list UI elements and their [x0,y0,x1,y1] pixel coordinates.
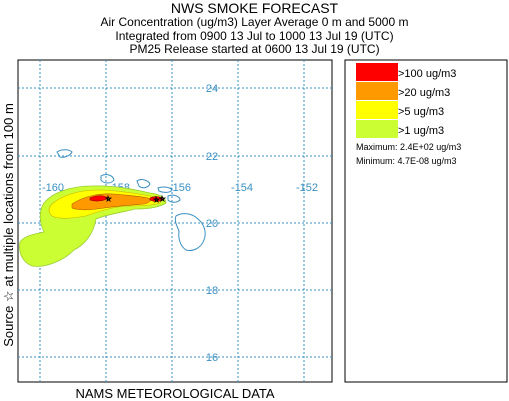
source-info-text: Source ☆ at multiple locations from 100 … [1,103,16,347]
minimum-value: Minimum: 4.7E-08 ug/m3 [356,156,457,166]
lon-label-160: -160 [42,182,64,194]
map-title: NWS SMOKE FORECAST [170,0,339,16]
lon-label-152: -152 [296,182,318,194]
island-oahu-outline [136,179,151,189]
legend-label-5: >5 ug/m3 [398,106,444,118]
legend-label-1: >1 ug/m3 [398,125,444,137]
island-molokai-outline [157,186,173,193]
coastlines [56,149,206,251]
smoke-plume [19,185,167,267]
island-niihau-outline [56,149,73,158]
lat-label-18: 18 [206,285,218,297]
source-star-icon [104,194,113,203]
source-star-icon [158,194,167,203]
lat-label-20: 20 [206,218,218,230]
source-info-label: Source ☆ at multiple locations from 100 … [0,60,18,390]
island-maui-outline [167,194,181,203]
meteorological-data-label: NAMS METEOROLOGICAL DATA [75,386,275,401]
release-start: PM25 Release started at 0600 13 Jul 19 (… [129,42,380,56]
legend-label-20: >20 ug/m3 [398,87,450,99]
island-kauai-outline [100,174,115,184]
source-markers [104,194,167,204]
source-star-icon [152,195,161,204]
lat-label-24: 24 [206,83,218,95]
maximum-value: Maximum: 2.4E+02 ug/m3 [356,142,461,152]
legend-swatch-100 [356,63,398,81]
legend-swatch-5 [356,101,398,119]
lat-label-22: 22 [206,151,218,163]
lat-label-16: 16 [206,352,218,364]
lon-label-156: -156 [169,182,191,194]
legend-label-100: >100 ug/m3 [398,68,456,80]
legend-swatch-1 [356,120,398,138]
lon-label-154: -154 [231,182,253,194]
integration-period: Integrated from 0900 13 Jul to 1000 13 J… [115,29,394,43]
legend-swatch-20 [356,82,398,100]
concentration-subtitle: Air Concentration (ug/m3) Layer Average … [100,15,409,29]
island-hawaii-outline [174,213,206,251]
